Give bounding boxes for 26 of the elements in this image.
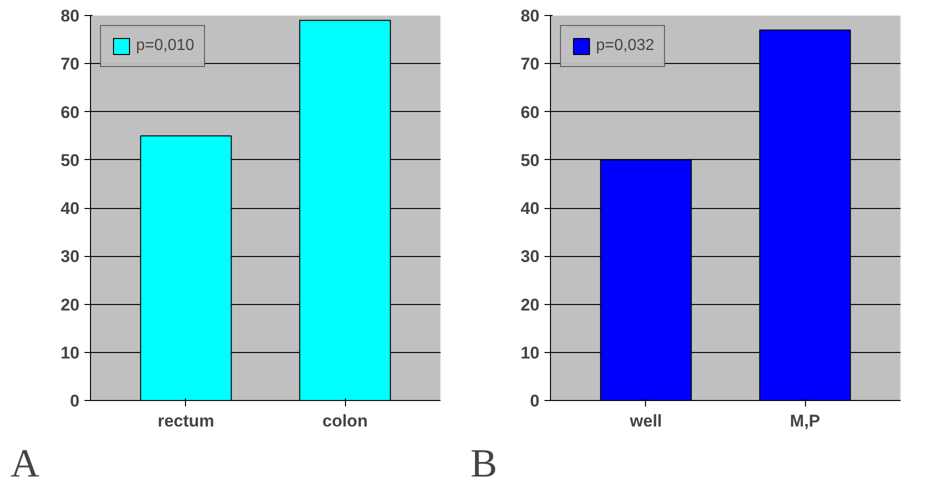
y-tick-label: 80 [60,6,80,26]
y-tick-label: 50 [520,150,540,170]
text: B [470,440,498,486]
y-tick-label: 80 [520,6,540,26]
y-tick-label: 10 [520,343,540,362]
legend-label: p=0,032 [596,37,654,55]
y-tick-label: 60 [60,102,80,122]
y-tick-label: 10 [60,343,80,362]
y-tick-label: 20 [520,295,540,314]
y-tick-label: 30 [60,247,80,266]
x-tick-label: colon [322,412,368,430]
y-tick-label: 30 [520,247,540,266]
y-tick-label: 0 [530,392,540,410]
y-tick-label: 50 [60,150,80,170]
y-tick-label: 20 [60,295,80,314]
y-tick-label: 70 [60,54,80,74]
y-tick-label: 60 [520,102,540,122]
y-tick-label: 0 [70,392,80,410]
y-tick-label: 40 [520,199,540,218]
legend-label: p=0,010 [136,37,194,55]
y-tick-label: 40 [60,199,80,218]
x-tick-label: M,P [790,412,820,430]
y-tick-label: 70 [520,54,540,74]
x-tick-label: well [628,412,662,430]
text: A [10,440,40,486]
x-tick-label: rectum [158,412,214,430]
